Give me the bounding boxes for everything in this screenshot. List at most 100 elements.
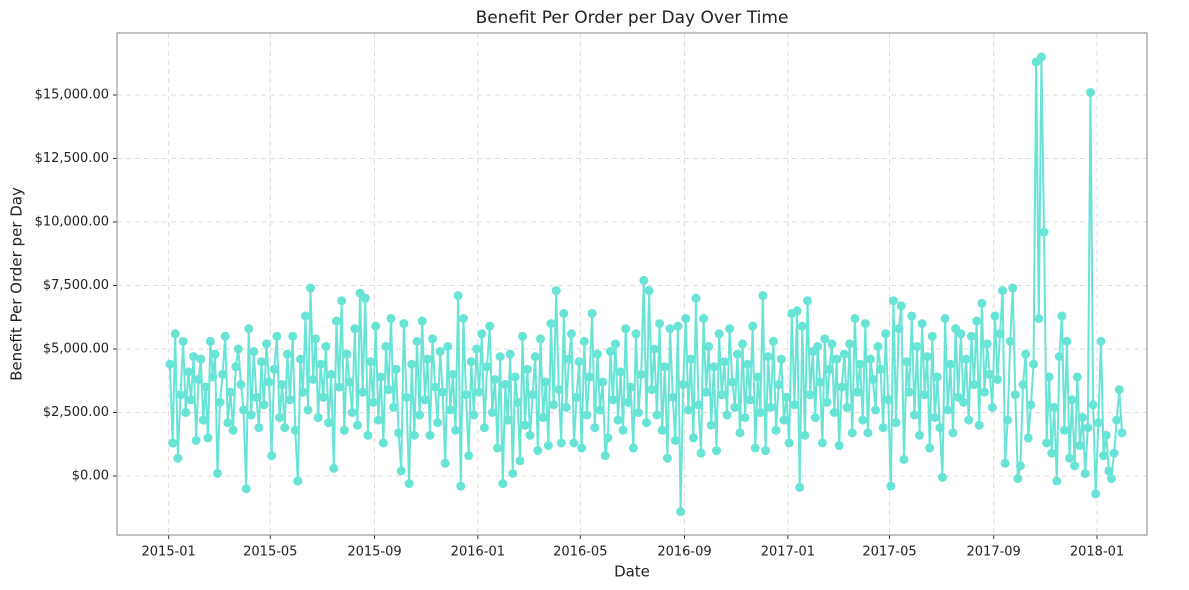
data-point — [610, 339, 620, 349]
x-axis-label: Date — [614, 563, 650, 581]
data-point — [745, 395, 755, 405]
data-point — [435, 347, 445, 357]
data-point — [1054, 352, 1064, 362]
data-point — [311, 334, 321, 344]
data-point — [1052, 476, 1062, 486]
data-point — [774, 380, 784, 390]
data-point — [339, 425, 349, 435]
data-point — [943, 405, 953, 415]
data-point — [810, 413, 820, 423]
data-point — [691, 293, 701, 303]
data-point — [205, 336, 215, 346]
data-point — [244, 324, 254, 334]
data-point — [577, 443, 587, 453]
data-point — [239, 405, 249, 415]
data-point — [795, 482, 805, 492]
data-point — [623, 397, 633, 407]
data-point — [282, 349, 292, 359]
data-point — [1018, 380, 1028, 390]
data-point — [461, 390, 471, 400]
data-point — [820, 334, 830, 344]
data-point — [865, 354, 875, 364]
data-point — [386, 314, 396, 324]
data-point — [855, 359, 865, 369]
data-point — [1039, 227, 1049, 237]
data-point — [391, 364, 401, 374]
data-point — [168, 438, 178, 448]
data-point — [763, 352, 773, 362]
data-point — [582, 410, 592, 420]
y-tick-label: $10,000.00 — [35, 214, 109, 229]
data-point — [350, 324, 360, 334]
data-point — [373, 415, 383, 425]
data-point — [974, 420, 984, 430]
data-point — [313, 413, 323, 423]
data-point — [641, 418, 651, 428]
data-point — [520, 420, 530, 430]
data-point — [595, 405, 605, 415]
x-tick-label: 2015-01 — [142, 545, 196, 560]
data-point — [352, 420, 362, 430]
data-point — [644, 286, 654, 296]
data-point — [389, 402, 399, 412]
data-point — [886, 481, 896, 491]
data-point — [1085, 87, 1095, 97]
data-point — [561, 402, 571, 412]
data-point — [198, 415, 208, 425]
data-point — [538, 413, 548, 423]
data-point — [732, 349, 742, 359]
data-point — [917, 319, 927, 329]
data-point — [673, 321, 683, 331]
data-point — [485, 321, 495, 331]
x-tick-label: 2015-05 — [243, 545, 297, 560]
data-point — [805, 390, 815, 400]
data-point — [1013, 474, 1023, 484]
data-point — [420, 395, 430, 405]
data-point — [896, 301, 906, 311]
data-point — [1057, 311, 1067, 321]
data-point — [428, 334, 438, 344]
data-point — [453, 291, 463, 301]
data-point — [451, 425, 461, 435]
x-tick-label: 2017-05 — [862, 545, 916, 560]
data-point — [966, 331, 976, 341]
data-point — [972, 316, 982, 326]
data-point — [701, 387, 711, 397]
data-point — [474, 387, 484, 397]
data-point — [1112, 415, 1122, 425]
data-point — [165, 359, 175, 369]
data-point — [316, 359, 326, 369]
data-point — [628, 443, 638, 453]
data-point — [530, 352, 540, 362]
data-point — [477, 329, 487, 339]
data-point — [183, 367, 193, 377]
data-point — [871, 405, 881, 415]
data-line — [168, 56, 1123, 512]
data-point — [412, 336, 422, 346]
x-tick-label: 2017-01 — [761, 545, 815, 560]
data-point — [969, 380, 979, 390]
data-point — [935, 423, 945, 433]
chart-title: Benefit Per Order per Day Over Time — [476, 8, 789, 28]
data-point — [541, 377, 551, 387]
data-point — [727, 377, 737, 387]
data-point — [925, 443, 935, 453]
data-point — [961, 354, 971, 364]
data-point — [285, 395, 295, 405]
data-point — [479, 423, 489, 433]
data-point — [839, 349, 849, 359]
data-point — [505, 349, 515, 359]
data-point — [860, 319, 870, 329]
data-point — [876, 364, 886, 374]
data-point — [381, 341, 391, 351]
data-point — [345, 377, 355, 387]
data-point — [717, 390, 727, 400]
data-point — [1072, 372, 1082, 382]
data-point — [1034, 314, 1044, 324]
data-point — [1075, 441, 1085, 451]
data-point — [842, 402, 852, 412]
data-point — [603, 433, 613, 443]
data-point — [722, 410, 732, 420]
data-point — [863, 428, 873, 438]
data-point — [987, 402, 997, 412]
